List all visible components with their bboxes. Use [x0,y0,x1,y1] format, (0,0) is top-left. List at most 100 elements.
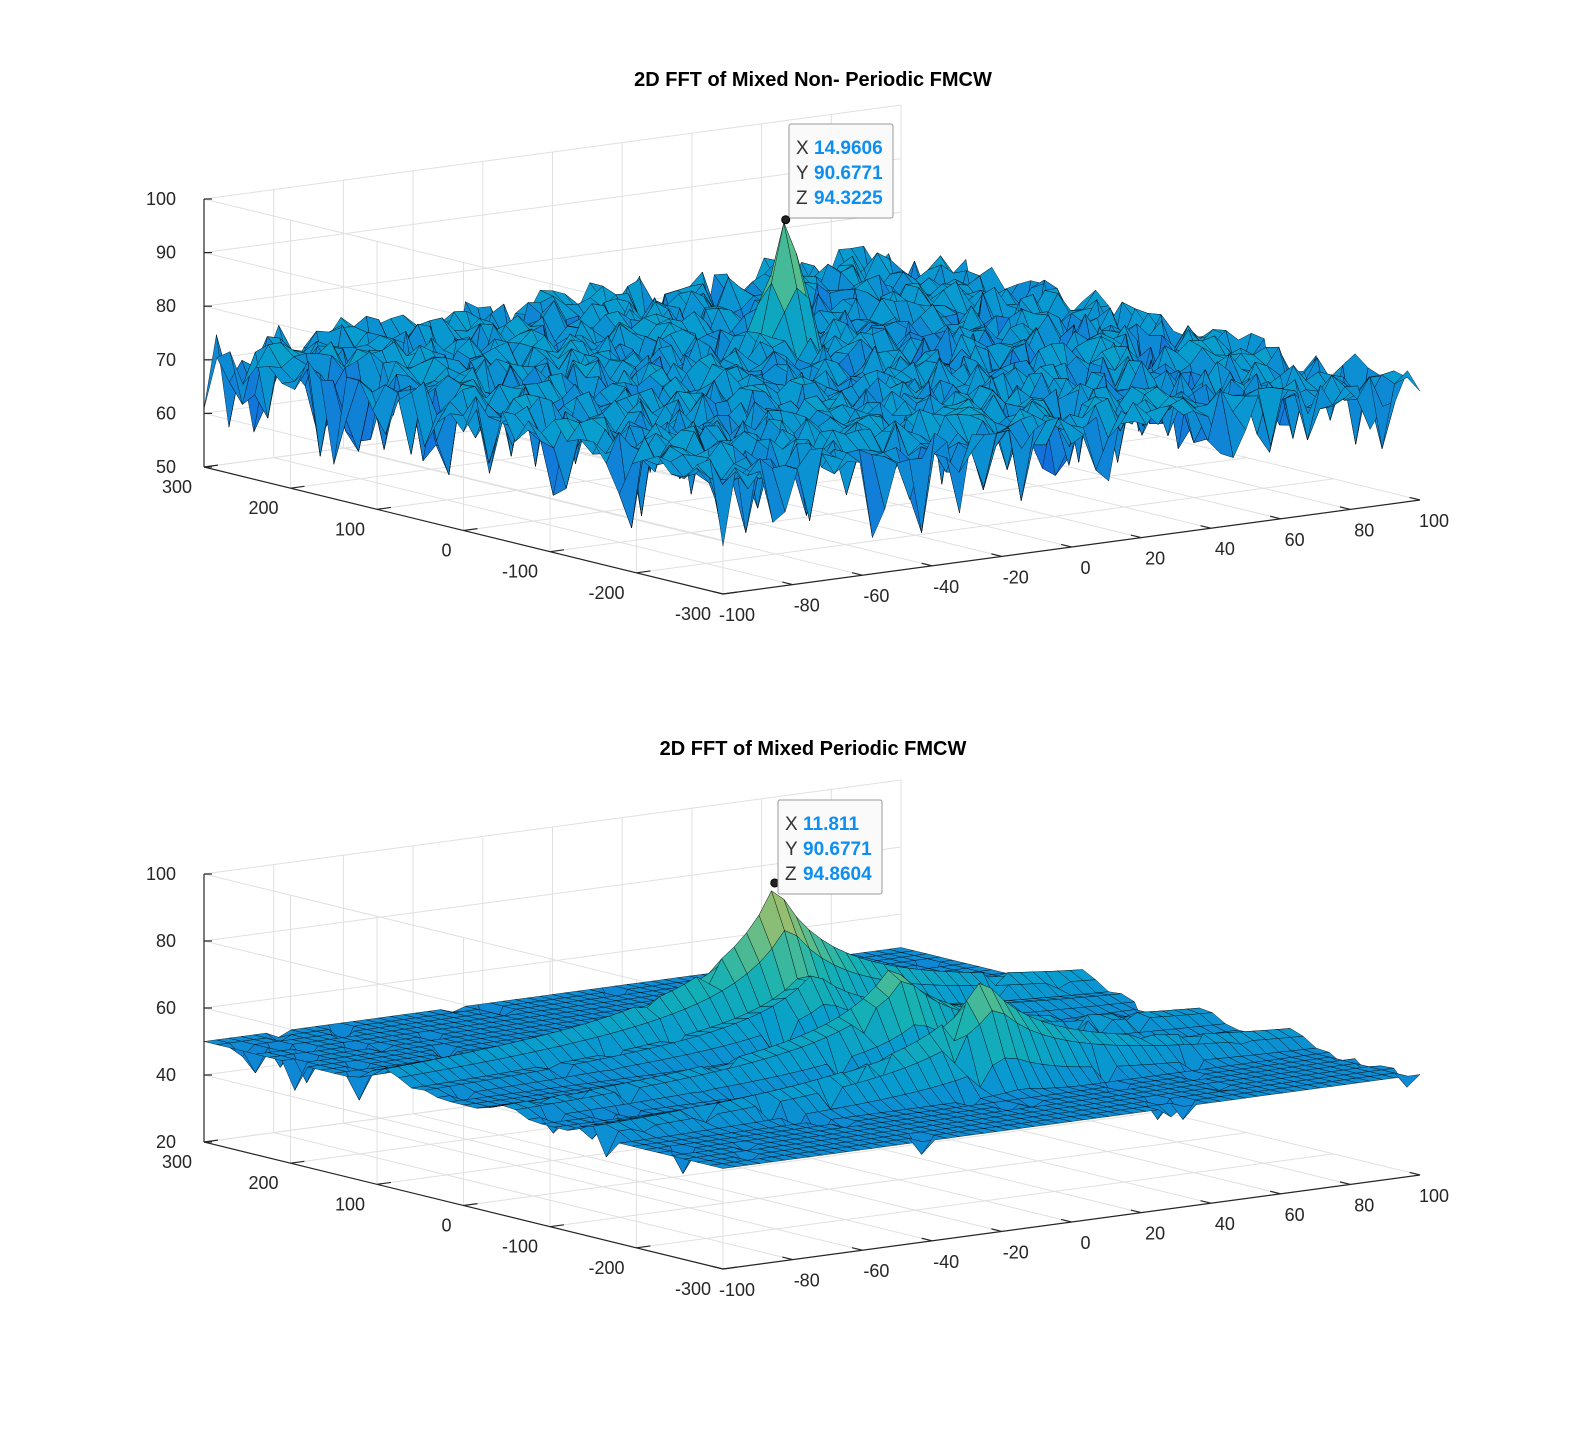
y-tick [203,464,219,468]
y-tick-label: 300 [162,1152,192,1172]
data-tip-x-value: 14.9606 [814,138,883,159]
y-tick-label: -200 [588,583,624,603]
y-tick-label: 300 [162,477,192,497]
z-tick-label: 80 [156,931,176,951]
data-tip-y-key: Y [796,163,809,184]
x-tick [851,1247,863,1251]
x-tick-label: 0 [1080,558,1090,578]
x-tick-label: 20 [1145,1224,1165,1244]
x-axis-ticks: -100 -80 -60 -40 -20 0 20 40 60 80 100 [712,1171,1449,1300]
y-tick-label: 0 [441,541,451,561]
z-tick-label: 100 [146,864,176,884]
chart-title: 2D FFT of Mixed Non- Periodic FMCW [634,69,992,91]
x-tick-label: -80 [794,1271,820,1291]
x-tick-label: -20 [1003,1242,1029,1262]
y-tick-label: 200 [248,498,278,518]
data-tip-z-value: 94.8604 [803,864,872,885]
x-tick [921,562,933,567]
x-tick [851,572,863,576]
x-tick-label: 20 [1145,549,1165,569]
plot-periodic: 2D FFT of Mixed Periodic FMCW 100 80 60 40 2… [146,738,1449,1300]
data-tip-z-value: 94.3225 [814,188,883,209]
y-tick-label: 0 [441,1216,451,1236]
y-tick-label: -300 [675,1279,711,1299]
y-tick-label: 200 [248,1173,278,1193]
x-tick [1339,1181,1351,1185]
y-tick-label: 100 [335,519,365,539]
surface-mesh [203,221,1421,547]
y-axis-ticks: 300 200 100 0 -100 -200 -300 [162,1139,738,1299]
x-tick-label: 80 [1354,1195,1374,1215]
data-tip-y-value: 90.6771 [814,163,883,184]
y-tick-label: -100 [502,562,538,582]
x-tick [1270,1190,1281,1195]
data-tip-z-key: Z [785,864,797,885]
x-axis-ticks: -100 -80 -60 -40 -20 0 20 40 60 80 100 [712,496,1449,625]
x-tick [782,1256,793,1261]
y-tick [636,1245,651,1249]
x-tick [991,553,1002,557]
data-tip-box [788,123,894,219]
x-tick-label: 40 [1215,539,1235,559]
x-tick [1409,1171,1421,1176]
data-tip-y-key: Y [785,839,798,860]
data-tip-x-key: X [785,814,798,835]
surface-patch [1393,1072,1421,1088]
x-tick-label: 100 [1419,1186,1449,1206]
x-tick [991,1228,1002,1232]
x-tick-label: -40 [933,577,959,597]
x-tick-label: -60 [863,586,889,606]
grid-line [203,158,902,254]
grid-line [203,104,902,200]
y-tick [290,485,305,489]
x-tick [1130,1209,1142,1214]
grid-line [203,1074,724,1203]
z-tick-label: 70 [156,350,176,370]
y-tick [549,549,565,553]
surface-patch [1394,370,1421,392]
x-tick-label: -100 [719,605,755,625]
x-tick-label: 80 [1354,520,1374,540]
x-tick-label: -80 [794,596,820,616]
data-tip-z-key: Z [796,188,808,209]
y-tick [722,591,738,595]
x-tick-label: -60 [863,1261,889,1281]
x-tick-label: 100 [1419,511,1449,531]
peak-marker[interactable] [781,215,791,225]
x-tick [1130,534,1142,539]
grid-line [203,779,902,875]
x-tick-label: -40 [933,1252,959,1272]
y-tick-label: 100 [335,1194,365,1214]
x-tick-label: 40 [1215,1214,1235,1234]
y-tick [463,1203,478,1207]
surface-mesh [203,890,1421,1175]
data-tip[interactable]: X 11.811 Y 90.6771 Z 94.8604 [777,799,883,895]
z-tick-label: 60 [156,998,176,1018]
x-tick-label: 0 [1080,1233,1090,1253]
grid-line [463,1111,1161,1206]
z-tick-label: 40 [156,1065,176,1085]
x-tick-label: 60 [1285,1205,1305,1225]
y-tick-label: -300 [675,604,711,624]
x-tick [1200,525,1212,529]
x-tick [921,1237,933,1242]
z-tick-label: 100 [146,189,176,209]
y-tick [636,570,651,574]
y-tick-label: -100 [502,1237,538,1257]
grid-line [636,1153,1334,1249]
x-tick [1409,496,1421,501]
x-tick-label: -100 [719,1280,755,1300]
chart-title: 2D FFT of Mixed Periodic FMCW [660,738,967,760]
z-tick-label: 20 [156,1132,176,1152]
grid-line [549,457,1248,553]
data-tip-x-value: 11.811 [803,814,859,835]
surface-patch [346,1074,373,1101]
data-tip-x-key: X [796,138,809,159]
x-tick [1270,515,1281,520]
y-tick-label: -200 [588,1258,624,1278]
x-tick [782,581,793,586]
x-tick [1060,1218,1072,1223]
data-tip[interactable]: X 14.9606 Y 90.6771 Z 94.3225 [788,123,894,219]
